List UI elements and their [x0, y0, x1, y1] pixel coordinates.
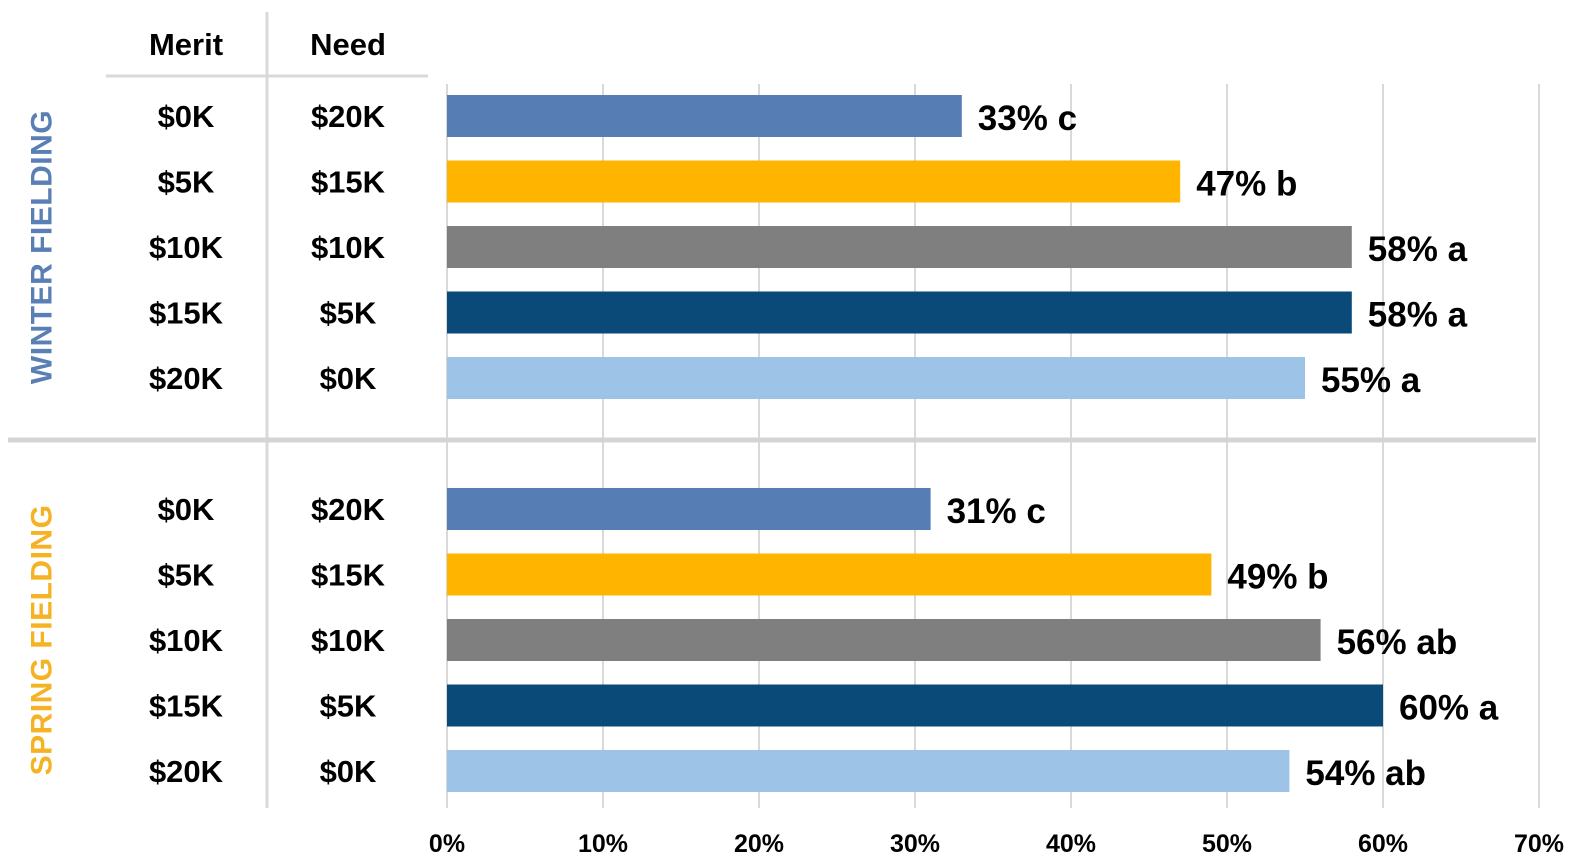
merit-cell: $15K [149, 689, 224, 724]
x-tick-label: 20% [734, 830, 784, 857]
group: SPRING FIELDING $0K $20K 31% c$5K $15K 49% b$… [26, 488, 1499, 793]
merit-header: Merit [149, 27, 223, 62]
merit-cell: $10K [149, 230, 224, 265]
bar-row: $20K $0K 54% ab [149, 750, 1426, 793]
bar [447, 684, 1383, 727]
bar [447, 750, 1290, 792]
merit-cell: $5K [158, 165, 215, 200]
bar [447, 226, 1352, 268]
merit-cell: $0K [158, 492, 215, 527]
data-label: 55% a [1321, 361, 1421, 400]
need-header: Need [310, 27, 386, 62]
bar-row: $15K $5K 60% a [149, 684, 1499, 728]
need-cell: $10K [311, 623, 386, 658]
bar [447, 160, 1181, 203]
data-label: 31% c [947, 492, 1046, 531]
merit-cell: $20K [149, 361, 224, 396]
need-cell: $20K [311, 99, 386, 134]
bar-row: $5K $15K 47% b [158, 160, 1297, 204]
bar-row: $0K $20K 33% c [158, 95, 1077, 138]
data-label: 33% c [978, 99, 1077, 138]
x-tick-label: 40% [1046, 830, 1096, 857]
merit-cell: $10K [149, 623, 224, 658]
group-label: WINTER FIELDING [26, 110, 59, 384]
bar-row: $5K $15K 49% b [158, 553, 1329, 597]
data-label: 58% a [1368, 296, 1468, 335]
merit-cell: $5K [158, 558, 215, 593]
bar [447, 291, 1352, 334]
x-tick-label: 10% [578, 830, 628, 857]
need-cell: $15K [311, 165, 386, 200]
bar-row: $10K $10K 56% ab [149, 619, 1457, 662]
need-cell: $0K [320, 361, 377, 396]
need-cell: $5K [320, 296, 377, 331]
need-cell: $0K [320, 754, 377, 789]
data-label: 60% a [1399, 689, 1499, 728]
data-label: 54% ab [1305, 754, 1426, 793]
bar [447, 553, 1212, 596]
data-label: 47% b [1196, 165, 1297, 204]
merit-cell: $0K [158, 99, 215, 134]
merit-cell: $15K [149, 296, 224, 331]
bar-row: $20K $0K 55% a [149, 357, 1421, 400]
table-lines [8, 12, 1536, 808]
x-tick-label: 30% [890, 830, 940, 857]
need-cell: $10K [311, 230, 386, 265]
bar [447, 619, 1321, 661]
gridlines [446, 84, 1540, 808]
data-label: 49% b [1227, 558, 1328, 597]
need-cell: $20K [311, 492, 386, 527]
bar [447, 95, 962, 137]
x-tick-label: 60% [1358, 830, 1408, 857]
bar [447, 488, 931, 530]
groups: WINTER FIELDING $0K $20K 33% c$5K $15K 47% b$… [26, 95, 1499, 793]
x-tick-label: 70% [1514, 830, 1564, 857]
bar-row: $10K $10K 58% a [149, 226, 1468, 269]
data-label: 56% ab [1337, 623, 1458, 662]
need-cell: $5K [320, 689, 377, 724]
x-axis-ticks: 0% 10% 20% 30% 40% 50% 60% 70% [429, 830, 1564, 857]
group: WINTER FIELDING $0K $20K 33% c$5K $15K 47% b$… [26, 95, 1468, 400]
bar [447, 357, 1305, 399]
need-cell: $15K [311, 558, 386, 593]
group-label: SPRING FIELDING [26, 505, 59, 776]
bar-row: $15K $5K 58% a [149, 291, 1468, 335]
data-label: 58% a [1368, 230, 1468, 269]
x-tick-label: 0% [429, 830, 465, 857]
merit-cell: $20K [149, 754, 224, 789]
bar-row: $0K $20K 31% c [158, 488, 1046, 531]
x-tick-label: 50% [1202, 830, 1252, 857]
